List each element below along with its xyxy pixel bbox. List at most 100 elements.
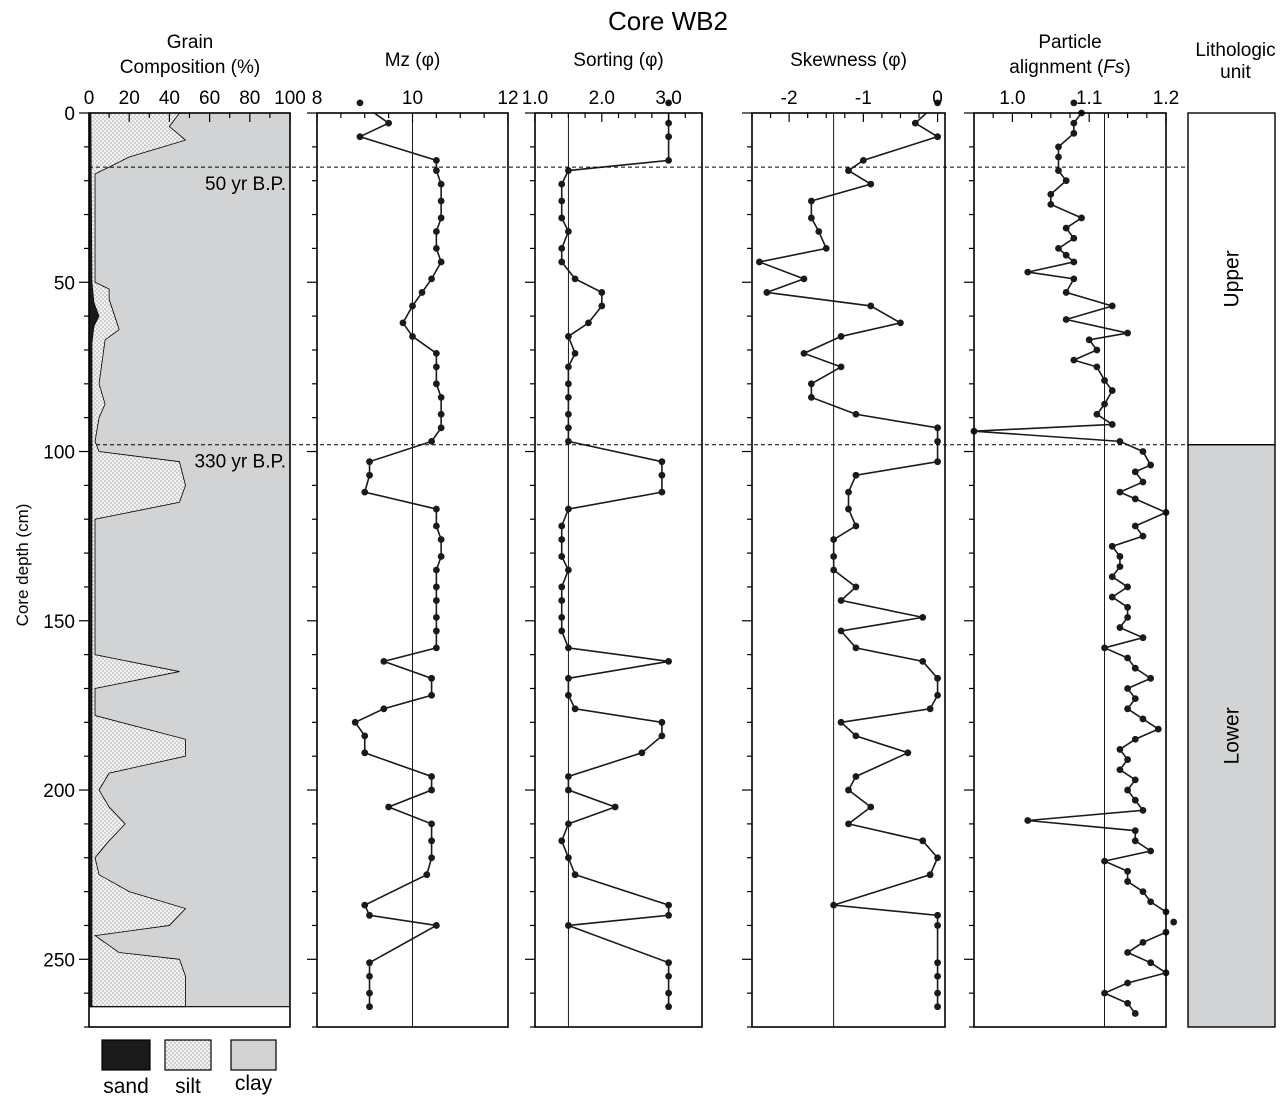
fs-point — [1070, 99, 1078, 107]
skew-series — [756, 113, 940, 1007]
sorting-point — [558, 245, 566, 252]
x-tick-label: 100 — [274, 88, 306, 109]
sorting-point — [565, 228, 572, 235]
sorting-point — [571, 275, 579, 283]
x-tick-label: 80 — [239, 88, 260, 109]
sorting-point — [611, 803, 619, 811]
skew-point — [807, 197, 815, 205]
sorting-series-line — [560, 113, 670, 1007]
fs-point — [1139, 478, 1147, 486]
sorting-point — [598, 302, 606, 310]
fs-point — [1147, 898, 1155, 906]
fs-point — [1139, 634, 1147, 642]
mz-point — [432, 380, 440, 388]
skew-point — [919, 613, 927, 621]
skew-point — [807, 214, 815, 222]
mz-point — [437, 258, 445, 266]
fs-point — [1147, 461, 1155, 469]
mz-point — [418, 289, 426, 296]
sorting-point — [558, 597, 566, 604]
fs-point — [1124, 786, 1131, 794]
panel-title: Mz (φ) — [385, 50, 441, 71]
skew-point — [852, 522, 860, 530]
skew-frame — [751, 112, 946, 1028]
mz-point — [432, 566, 440, 574]
skew-point — [800, 349, 808, 357]
x-tick-label: -2 — [781, 88, 798, 109]
fs-point — [1170, 918, 1178, 926]
fs-point — [1124, 878, 1131, 885]
mz-point — [366, 911, 373, 919]
mz-point — [432, 363, 440, 371]
fs-point — [1047, 201, 1055, 208]
skew-point — [934, 854, 941, 862]
sorting-point — [558, 837, 566, 845]
mz-point — [423, 871, 431, 879]
mz-point — [385, 803, 393, 811]
skew-point — [852, 644, 860, 652]
fs-point — [1116, 624, 1124, 631]
sorting-series — [560, 113, 670, 1007]
skew-point — [830, 901, 838, 909]
skew-point — [934, 989, 941, 997]
skew-point — [897, 319, 904, 327]
mz-point — [428, 674, 435, 682]
fs-point — [1024, 817, 1032, 824]
x-tick-label: 10 — [402, 88, 423, 109]
fs-point — [1101, 644, 1108, 652]
x-tick-label: 0 — [932, 88, 943, 109]
skew-point — [852, 773, 860, 780]
skew-point — [837, 363, 845, 371]
sorting-point — [558, 180, 566, 188]
skew-point — [852, 471, 860, 479]
sorting-point — [558, 258, 566, 266]
sorting-point — [638, 749, 646, 757]
skew-panel: -2 -1 0 Skewness (φ) — [742, 50, 946, 1028]
fs-point — [1047, 190, 1055, 198]
mz-point — [432, 167, 440, 174]
mz-point — [361, 901, 369, 909]
fs-point — [1131, 837, 1139, 845]
sorting-point — [598, 289, 606, 296]
sorting-point — [658, 488, 666, 496]
fs-point — [1101, 377, 1108, 384]
sorting-point — [565, 167, 572, 174]
fs-point — [1062, 316, 1070, 323]
skew-point — [934, 959, 941, 967]
mz-point — [385, 119, 393, 127]
skew-point — [934, 437, 941, 445]
fs-point — [1131, 735, 1139, 743]
legend-swatch-clay — [230, 1039, 277, 1071]
sorting-point — [565, 674, 572, 682]
fs-point — [1154, 725, 1162, 733]
sorting-point — [665, 989, 672, 997]
unit-label-upper: Upper — [1221, 250, 1244, 307]
fs-point — [1116, 553, 1124, 560]
skew-point — [934, 458, 941, 466]
sorting-point — [665, 911, 672, 919]
skew-point — [845, 167, 852, 174]
mz-point — [437, 180, 445, 188]
skew-point — [822, 245, 830, 252]
skew-point — [837, 597, 845, 604]
fs-point — [1124, 685, 1131, 692]
fs-point — [1108, 573, 1116, 581]
fs-point — [1055, 143, 1062, 151]
fs-point — [1124, 979, 1131, 987]
fs-point — [1070, 129, 1078, 137]
figure-title: Core WB2 — [608, 6, 728, 36]
fs-point — [1124, 949, 1131, 956]
mz-point — [437, 553, 445, 560]
mz-point — [428, 820, 435, 828]
mz-point — [366, 972, 373, 980]
mz-point — [432, 349, 440, 357]
mz-point — [366, 1003, 373, 1011]
x-tick-label: 12 — [497, 88, 518, 109]
x-tick-label: 8 — [312, 88, 323, 109]
sorting-point — [565, 393, 572, 401]
skew-point — [837, 627, 845, 635]
sorting-point — [658, 732, 666, 740]
legend-swatch-silt — [164, 1039, 212, 1071]
skew-point — [800, 275, 808, 283]
